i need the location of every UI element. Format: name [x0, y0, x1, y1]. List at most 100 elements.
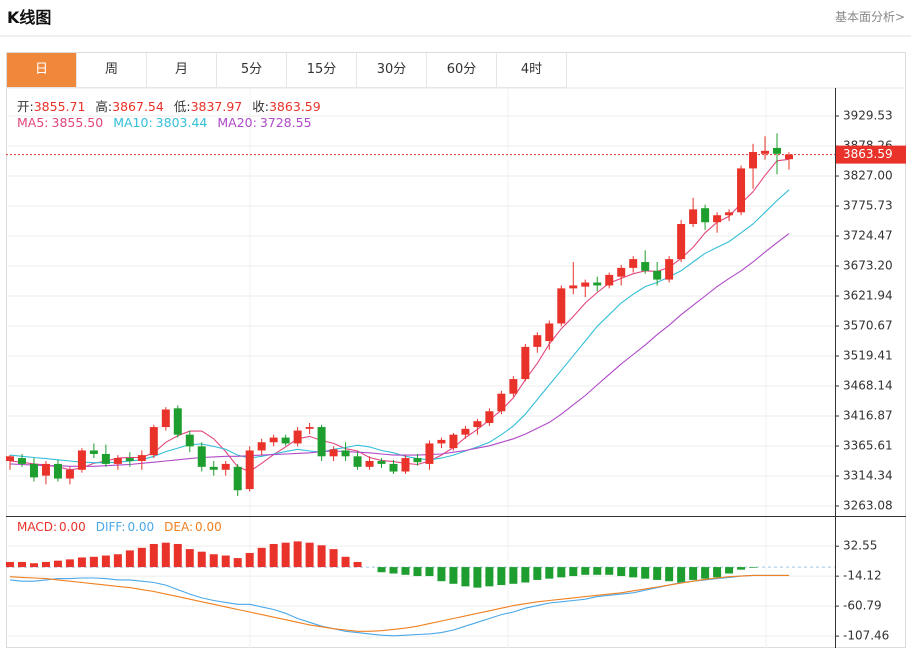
legend-item: MA20: 3728.55 [217, 115, 311, 130]
tab[interactable]: 15分 [287, 53, 357, 88]
candle-body [101, 453, 110, 464]
legend-item: MA10: 3803.44 [113, 115, 207, 130]
candle-body [125, 458, 134, 461]
candle-body [485, 411, 494, 423]
legend-name: MA5: [17, 115, 49, 130]
macd-bar [701, 567, 710, 579]
legend-value: 3855.50 [51, 115, 104, 130]
macd-bar [53, 560, 62, 568]
y-tick-label: -107.46 [843, 629, 889, 643]
macd-bar [545, 567, 554, 579]
legend-value: 0.00 [127, 520, 155, 534]
candle-body [41, 463, 50, 476]
macd-bar [173, 543, 182, 568]
ma-line [9, 233, 790, 467]
macd-bar [245, 552, 254, 568]
macd-bar [713, 567, 722, 578]
candle-body [173, 408, 182, 435]
y-tick-label: 3570.67 [843, 319, 893, 333]
candle-body [161, 409, 170, 428]
legend-value: 0.00 [59, 520, 86, 534]
tab[interactable]: 日 [7, 53, 77, 88]
info-item: 高:3867.54 [95, 96, 163, 115]
candle-body [677, 224, 686, 260]
candle-body [149, 427, 158, 456]
macd-bar [461, 567, 470, 587]
macd-bar [161, 542, 170, 568]
candle-body [569, 285, 578, 289]
candle-body [17, 458, 26, 464]
title: K线图 [7, 8, 52, 27]
macd-bar [737, 567, 746, 570]
candle-body [281, 437, 290, 444]
y-tick-label: 3519.41 [843, 349, 893, 363]
y-tick-label: 3673.20 [843, 259, 893, 273]
macd-bar [521, 567, 530, 583]
candle-body [689, 209, 698, 225]
macd-bar [6, 561, 14, 568]
y-tick-label: 3929.53 [843, 109, 893, 123]
ohlc-info: 开:3855.71 高:3867.54 低:3837.97 收:3863.59 [17, 96, 321, 115]
fundamental-link[interactable]: 基本面分析> [834, 10, 905, 24]
candle-body [29, 463, 38, 478]
tab[interactable]: 5分 [217, 53, 287, 88]
chart-frame [6, 52, 906, 648]
candle-body [509, 379, 518, 394]
macd-bar [281, 542, 290, 568]
candle-body [617, 267, 626, 277]
candle-body [53, 463, 62, 479]
y-tick-label: 3621.94 [843, 289, 893, 303]
y-tick-label: 3468.14 [843, 379, 893, 393]
candle-body [269, 437, 278, 443]
candle-body [761, 150, 770, 154]
legend-value: 3728.55 [259, 115, 312, 130]
candle-body [317, 427, 326, 457]
tab[interactable]: 30分 [357, 53, 427, 88]
candle-body [341, 450, 350, 457]
tab[interactable]: 60分 [427, 53, 497, 88]
info-label: 高: [95, 99, 113, 114]
macd-bar [593, 567, 602, 575]
legend-name: DEA: [164, 520, 194, 534]
candle-body [329, 449, 338, 457]
candle-body [473, 421, 482, 428]
macd-bar [533, 567, 542, 580]
macd-bar [221, 555, 230, 568]
info-item: 收:3863.59 [252, 96, 320, 115]
y-tick-label: 3365.61 [843, 439, 893, 453]
macd-bar [89, 556, 98, 568]
macd-bar [293, 541, 302, 568]
macd-bar [665, 567, 674, 582]
legend-name: MA20: [217, 115, 257, 130]
macd-bar [569, 567, 578, 577]
y-tick-label: 32.55 [843, 539, 877, 553]
legend-name: MA10: [113, 115, 153, 130]
macd-bar [185, 549, 194, 568]
candle-body [245, 450, 254, 490]
candle-body [65, 469, 74, 479]
candle-body [257, 442, 266, 451]
candle-body [197, 446, 206, 467]
tab-bar: 日周月 5分 15分 30分 60分 4时 [7, 53, 567, 88]
candle-body [365, 460, 374, 467]
macd-bar [641, 567, 650, 579]
macd-bar [425, 567, 434, 577]
candle-body [113, 458, 122, 464]
tab[interactable]: 月 [147, 53, 217, 88]
macd-bar [509, 567, 518, 584]
candle-body [557, 288, 566, 324]
macd-bar [77, 557, 86, 568]
macd-bar [209, 554, 218, 568]
candle-body [305, 427, 314, 429]
info-value: 3837.97 [190, 99, 243, 114]
candle-body [701, 208, 710, 223]
ma-legend: MA5: 3855.50 MA10: 3803.44 MA20: 3728.55 [17, 115, 312, 130]
info-item: 低:3837.97 [174, 96, 242, 115]
info-label: 低: [173, 99, 191, 114]
tab[interactable]: 4时 [497, 53, 567, 88]
macd-bar [413, 567, 422, 577]
tab[interactable]: 周 [77, 53, 147, 88]
macd-bar [581, 567, 590, 575]
candle-body [461, 428, 470, 435]
